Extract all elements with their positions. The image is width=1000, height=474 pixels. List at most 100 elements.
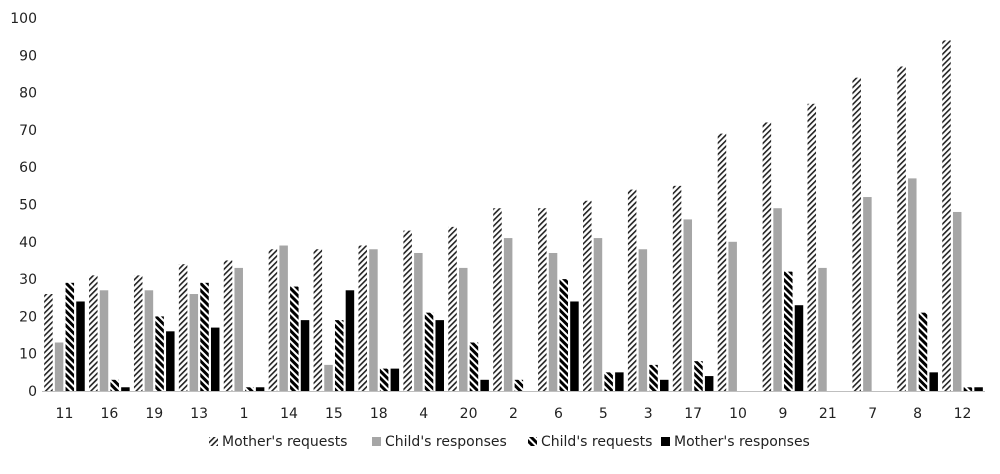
legend-swatch xyxy=(372,437,381,446)
bar xyxy=(234,267,243,391)
bar xyxy=(794,305,804,391)
x-tick-label: 1 xyxy=(240,406,249,422)
bar-group xyxy=(627,189,669,391)
bar xyxy=(414,252,423,391)
bar xyxy=(615,372,624,391)
x-tick-label: 5 xyxy=(599,406,608,422)
bar xyxy=(683,219,693,391)
bar xyxy=(762,122,772,391)
y-tick-label: 60 xyxy=(19,160,37,176)
bar-group xyxy=(807,103,827,391)
bar xyxy=(918,312,928,391)
legend-item: Child's requests xyxy=(528,434,652,450)
x-tick-label: 18 xyxy=(370,406,388,422)
bar xyxy=(514,379,524,391)
bar xyxy=(728,241,737,391)
bar-group xyxy=(268,245,310,391)
bar xyxy=(121,387,130,391)
bar xyxy=(166,331,175,391)
bar xyxy=(189,294,199,391)
x-axis-tick-labels: 11 16 19 13 1 14 15 18 4 20 2 6 5 3 17 10 9 21 7 8 12 xyxy=(56,406,972,422)
legend-item: Mother's requests xyxy=(209,434,347,450)
bar xyxy=(852,77,861,392)
x-tick-label: 19 xyxy=(145,406,163,422)
bar-group xyxy=(313,249,355,391)
y-tick-label: 40 xyxy=(19,235,37,251)
bar xyxy=(245,387,254,391)
bar xyxy=(963,387,973,391)
x-tick-label: 2 xyxy=(509,406,518,422)
bar-group xyxy=(133,275,175,391)
y-tick-label: 10 xyxy=(19,347,37,363)
bar xyxy=(290,286,299,391)
y-axis-tick-labels: 0 10 20 30 40 50 60 70 80 90 100 xyxy=(10,11,37,400)
bar xyxy=(424,312,434,391)
bar xyxy=(144,290,154,391)
legend-swatch xyxy=(661,437,670,446)
legend-label: Child's responses xyxy=(385,434,507,450)
bar-group xyxy=(897,66,938,392)
y-tick-label: 90 xyxy=(19,48,37,64)
bar xyxy=(379,368,389,391)
bar xyxy=(638,249,648,391)
bar-group xyxy=(178,264,220,391)
bar xyxy=(627,189,637,391)
bar xyxy=(133,275,143,391)
x-tick-label: 13 xyxy=(190,406,208,422)
x-tick-label: 6 xyxy=(554,406,563,422)
bar xyxy=(358,245,367,391)
legend-swatch xyxy=(528,437,537,446)
bar xyxy=(178,264,188,391)
x-tick-label: 14 xyxy=(280,406,298,422)
legend-label: Child's requests xyxy=(541,434,652,450)
bar xyxy=(223,260,233,391)
bar xyxy=(717,133,727,391)
bar xyxy=(897,66,906,392)
y-tick-label: 100 xyxy=(10,11,37,27)
bar-group xyxy=(89,275,130,391)
bar xyxy=(300,320,310,391)
y-tick-label: 70 xyxy=(19,123,37,139)
x-tick-label: 15 xyxy=(325,406,343,422)
bar-group xyxy=(672,185,714,391)
bar-group xyxy=(538,208,579,391)
bar-group xyxy=(493,208,524,391)
bar xyxy=(390,368,400,391)
x-tick-label: 20 xyxy=(460,406,478,422)
bar xyxy=(110,379,119,391)
bar xyxy=(784,271,793,391)
bar-groups xyxy=(44,40,983,392)
bar xyxy=(324,364,333,391)
bar xyxy=(65,282,75,391)
bar xyxy=(210,327,220,391)
bar xyxy=(538,208,547,391)
bar xyxy=(334,320,344,391)
legend-swatch xyxy=(209,437,218,446)
y-tick-label: 0 xyxy=(28,384,37,400)
bar xyxy=(649,364,658,391)
bar xyxy=(818,267,827,391)
x-tick-label: 3 xyxy=(644,406,653,422)
legend-label: Mother's requests xyxy=(222,434,347,450)
bar xyxy=(593,238,603,391)
bar-group xyxy=(403,230,444,391)
bar-group xyxy=(358,245,400,391)
x-tick-label: 12 xyxy=(954,406,972,422)
bar xyxy=(672,185,682,391)
bar xyxy=(200,282,209,391)
x-tick-label: 4 xyxy=(419,406,428,422)
bar xyxy=(480,379,489,391)
x-tick-label: 7 xyxy=(868,406,877,422)
bar xyxy=(459,267,468,391)
bar xyxy=(345,290,355,391)
bar-group xyxy=(583,200,624,391)
legend-item: Mother's responses xyxy=(661,434,810,450)
bar xyxy=(493,208,502,391)
bar xyxy=(469,342,479,391)
bar xyxy=(448,226,457,391)
legend: Mother's requests Child's responses Child'… xyxy=(209,434,810,450)
bar-group xyxy=(852,77,872,392)
bar-group xyxy=(717,133,737,391)
y-tick-label: 50 xyxy=(19,198,37,214)
